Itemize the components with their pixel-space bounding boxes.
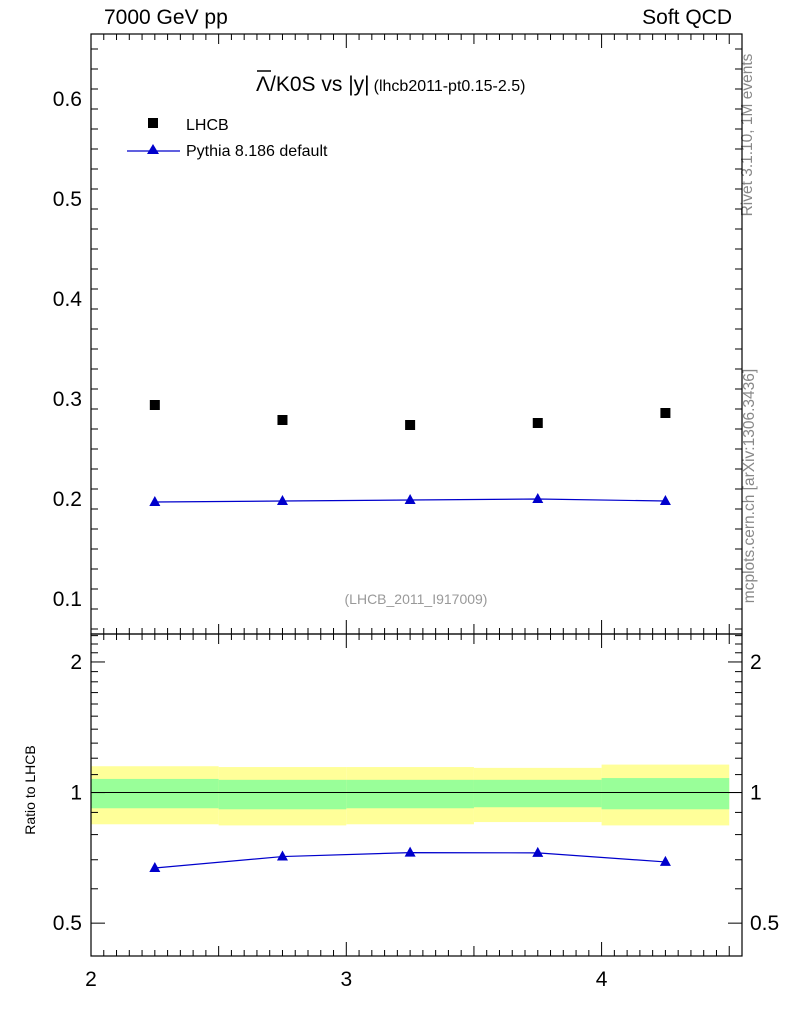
legend-label-pythia: Pythia 8.186 default [186,143,328,160]
title-main-text: /K0S vs |y| [270,73,370,96]
x-tick-label: 4 [596,968,608,991]
ratio-y-tick-label-left: 1 [70,782,82,805]
header-category: Soft QCD [642,6,732,29]
y-tick-label: 0.1 [53,588,82,611]
uncertainty-band-inner [218,779,347,810]
y-tick-label: 0.6 [53,88,82,111]
pythia-data-point [276,495,288,505]
y-tick-label: 0.3 [53,388,82,411]
lhcb-data-point [277,415,288,425]
x-tick-label: 3 [340,968,352,991]
ratio-y-tick-label-right: 1 [750,782,762,805]
uncertainty-band-inner [473,779,602,808]
title-subscript: (lhcb2011-pt0.15-2.5) [374,78,526,95]
pythia-ratio-point [276,850,288,861]
lhcb-data-point [149,400,160,410]
analysis-watermark: (LHCB_2011_I917009) [345,591,488,607]
y-tick-label: 0.5 [53,188,82,211]
uncertainty-band-inner [91,778,219,809]
title-lambda-symbol: Λ [256,73,270,96]
uncertainty-band-inner [601,778,730,810]
ratio-y-tick-label-left: 2 [70,651,82,674]
header-energy: 7000 GeV pp [104,6,228,29]
pythia-data-point [149,496,161,506]
lhcb-data-point [405,420,416,430]
pythia-ratio-point [532,846,544,857]
x-tick-label: 2 [85,968,97,991]
legend-marker-pythia [147,144,159,154]
y-tick-label: 0.4 [53,288,83,311]
pythia-data-point [404,494,416,504]
ratio-y-tick-label-left: 0.5 [53,912,82,935]
pythia-ratio-point [404,846,416,857]
ratio-plot-frame [90,633,743,957]
lhcb-data-point [660,408,671,418]
y-tick-label: 0.2 [53,488,82,511]
ratio-y-tick-label-right: 0.5 [750,912,779,935]
uncertainty-band-inner [346,779,474,809]
ratio-y-tick-label-right: 2 [750,651,762,674]
legend-label-lhcb: LHCB [186,117,229,134]
pythia-data-point [659,495,671,505]
pythia-data-point [532,493,544,503]
pythia-ratio-point [149,862,161,873]
plot-title: Λ/K0S vs |y| (lhcb2011-pt0.15-2.5) [256,73,525,96]
lhcb-data-point [532,418,543,428]
pythia-ratio-point [659,855,671,866]
legend-marker-lhcb [148,118,158,128]
